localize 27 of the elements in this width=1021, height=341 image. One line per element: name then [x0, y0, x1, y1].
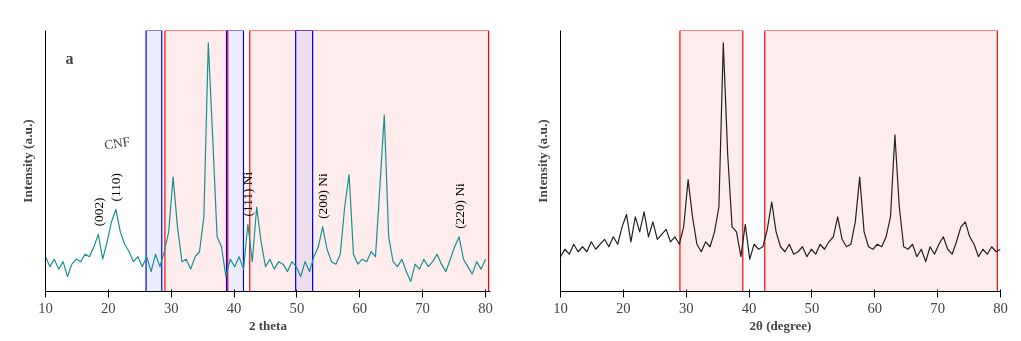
x-tick-label: 80: [478, 299, 493, 316]
annotation: (220) Ni: [451, 182, 467, 229]
x-tick-label: 70: [415, 299, 430, 316]
x-axis-title: 2θ (degree): [749, 317, 812, 333]
x-tick-label: 60: [352, 299, 368, 316]
annotation: (002): [90, 197, 106, 227]
x-tick-label: 40: [741, 299, 757, 316]
annotation: a: [65, 49, 74, 67]
x-tick-label: 60: [867, 299, 883, 316]
x-tick-label: 50: [289, 299, 305, 316]
y-axis-title: Intensity (a.u.): [534, 119, 550, 203]
x-axis-title: 2 theta: [249, 317, 288, 333]
y-axis-title: Intensity (a.u.): [19, 119, 35, 203]
x-tick-label: 10: [553, 299, 568, 316]
x-tick-label: 30: [163, 299, 179, 316]
x-tick-label: 70: [930, 299, 945, 316]
annotation: (110): [108, 173, 124, 202]
x-tick-label: 10: [38, 299, 53, 316]
annotation: (200) Ni: [315, 173, 331, 219]
x-tick-label: 20: [616, 299, 631, 316]
x-tick-label: 40: [226, 299, 242, 316]
x-tick-label: 30: [678, 299, 694, 316]
x-tick-label: 20: [101, 299, 116, 316]
x-tick-label: 50: [804, 299, 820, 316]
annotation: CNF: [103, 133, 132, 153]
x-tick-label: 80: [993, 299, 1008, 316]
annotation: (111) Ni: [240, 171, 256, 217]
